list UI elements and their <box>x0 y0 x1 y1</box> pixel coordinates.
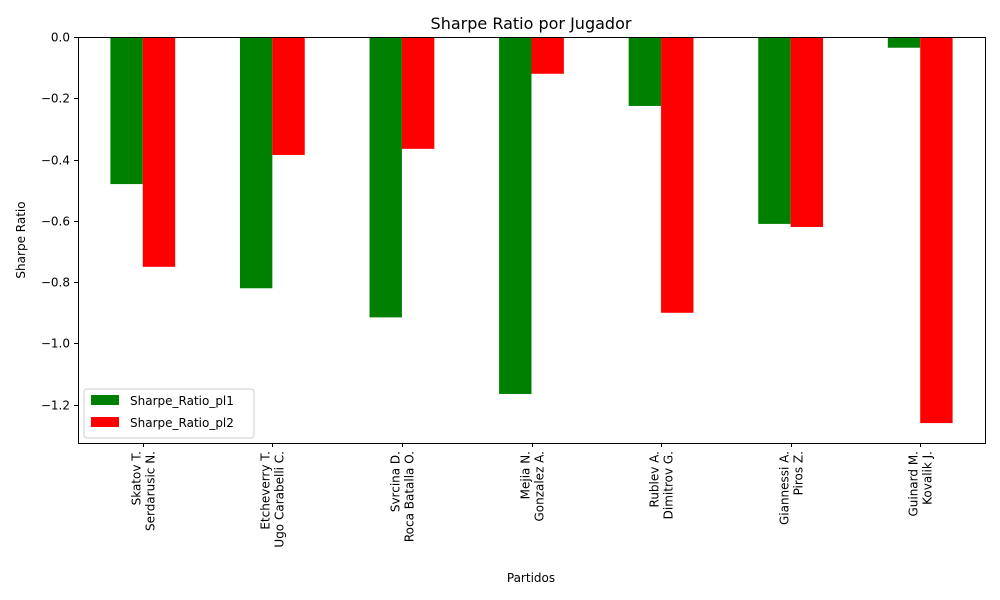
bar-sharpe-ratio-pl2-5 <box>661 37 694 313</box>
x-tick-label: Gonzalez A. <box>533 451 547 522</box>
x-tick-label: Skatov T. <box>130 451 144 505</box>
bar-sharpe-ratio-pl2-6 <box>790 37 824 227</box>
y-tick-label: −0.8 <box>41 276 70 290</box>
bar-sharpe-ratio-pl2-1 <box>142 37 176 267</box>
bar-sharpe-ratio-pl2-4 <box>531 37 564 74</box>
x-tick-label: Svrcina D. <box>389 451 403 512</box>
bar-sharpe-ratio-pl2-3 <box>401 37 435 149</box>
bar-sharpe-ratio-pl2-7 <box>920 37 953 424</box>
bar-sharpe-ratio-pl1-7 <box>887 37 921 48</box>
legend-swatch <box>91 395 119 405</box>
y-tick-label: −0.2 <box>41 92 70 106</box>
legend-label: Sharpe_Ratio_pl2 <box>130 416 234 430</box>
bar-sharpe-ratio-pl1-6 <box>758 37 791 224</box>
bar-sharpe-ratio-pl1-5 <box>628 37 662 106</box>
bar-sharpe-ratio-pl2-2 <box>272 37 305 155</box>
x-tick-label: Roca Batalla O. <box>403 451 417 542</box>
x-tick-label: Etcheverry T. <box>259 451 273 530</box>
x-tick-label: Giannessi A. <box>778 451 792 525</box>
legend: Sharpe_Ratio_pl1 Sharpe_Ratio_pl2 <box>83 388 255 439</box>
x-tick-label: Rublev A. <box>648 451 662 507</box>
y-tick-label: 0.0 <box>51 31 70 45</box>
x-axis-ticks: Skatov T. Serdarusic N. Etcheverry T. Ugo C… <box>130 443 935 548</box>
legend-frame <box>83 388 255 439</box>
x-tick-label: Mejia N. <box>519 451 533 499</box>
legend-label: Sharpe_Ratio_pl1 <box>130 394 234 408</box>
y-tick-label: −1.2 <box>41 399 70 413</box>
chart-title: Sharpe Ratio por Jugador <box>431 14 632 33</box>
bar-sharpe-ratio-pl1-3 <box>369 37 402 318</box>
bar-sharpe-ratio-pl1-1 <box>110 37 143 185</box>
x-tick-label: Serdarusic N. <box>144 451 158 531</box>
y-tick-label: −0.6 <box>41 215 70 229</box>
bar-sharpe-ratio-pl1-4 <box>499 37 532 394</box>
y-axis-label: Sharpe Ratio <box>14 201 28 278</box>
y-tick-label: −1.0 <box>41 337 70 351</box>
y-tick-label: −0.4 <box>41 154 70 168</box>
x-tick-label: Piros Z. <box>792 451 806 495</box>
legend-swatch <box>91 417 119 427</box>
bars-layer <box>110 37 953 424</box>
axes-layer <box>78 37 986 444</box>
x-tick-label: Dimitrov G. <box>662 451 676 519</box>
bar-sharpe-ratio-pl1-2 <box>239 37 273 289</box>
y-axis-ticks: 0.0 −0.2 −0.4 −0.6 −0.8 −1.0 −1.2 <box>41 31 78 413</box>
x-axis-label: Partidos <box>507 571 555 585</box>
x-tick-label: Guinard M. <box>907 451 921 517</box>
x-tick-label: Kovalik J. <box>921 451 935 505</box>
plot-frame <box>78 37 986 444</box>
x-tick-label: Ugo Carabelli C. <box>273 451 287 548</box>
